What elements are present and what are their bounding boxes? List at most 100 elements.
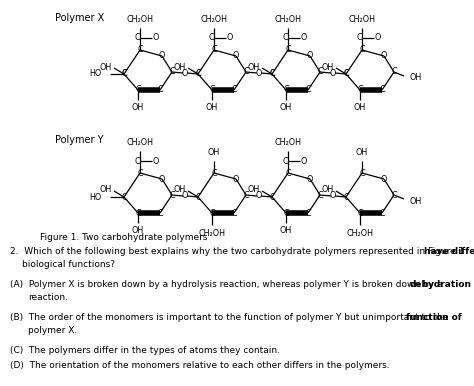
Text: C: C [357, 208, 363, 217]
Text: C: C [157, 208, 163, 217]
Text: CH₂OH: CH₂OH [346, 229, 374, 238]
Text: O: O [330, 68, 336, 78]
Text: OH: OH [280, 226, 292, 235]
Text: C: C [169, 68, 175, 76]
Text: HO: HO [90, 193, 102, 201]
Text: C: C [243, 68, 249, 76]
Text: biological functions?: biological functions? [22, 260, 115, 269]
Text: C: C [137, 169, 143, 178]
Text: C: C [317, 191, 323, 200]
Text: O: O [182, 191, 188, 200]
Text: OH: OH [410, 73, 422, 83]
Text: C: C [211, 169, 217, 178]
Text: C: C [305, 208, 311, 217]
Text: C: C [121, 69, 127, 78]
Text: OH: OH [356, 148, 368, 157]
Text: C: C [391, 191, 397, 200]
Text: C: C [195, 69, 201, 78]
Text: OH: OH [410, 196, 422, 205]
Text: CH₂OH: CH₂OH [127, 15, 154, 24]
Text: C: C [208, 34, 214, 42]
Text: O: O [233, 174, 239, 183]
Text: O: O [227, 34, 233, 42]
Text: C: C [343, 193, 349, 201]
Text: O: O [159, 51, 165, 61]
Text: C: C [135, 86, 141, 95]
Text: OH: OH [280, 103, 292, 112]
Text: O: O [153, 156, 159, 166]
Text: OH: OH [100, 186, 112, 195]
Text: HO: HO [90, 69, 102, 78]
Text: C: C [269, 193, 275, 201]
Text: C: C [305, 86, 311, 95]
Text: C: C [359, 169, 365, 178]
Text: C: C [157, 86, 163, 95]
Text: OH: OH [322, 186, 334, 195]
Text: C: C [209, 208, 215, 217]
Text: polymer X.: polymer X. [28, 326, 77, 335]
Text: C: C [343, 69, 349, 78]
Text: Polymer Y: Polymer Y [55, 135, 103, 145]
Text: C: C [379, 86, 385, 95]
Text: OH: OH [174, 186, 186, 195]
Text: C: C [135, 208, 141, 217]
Text: CH₂OH: CH₂OH [274, 138, 301, 147]
Text: Polymer X: Polymer X [55, 13, 104, 23]
Text: C: C [231, 86, 237, 95]
Text: C: C [137, 46, 143, 54]
Text: C: C [211, 46, 217, 54]
Text: (A)  Polymer X is broken down by a hydrolysis reaction, whereas polymer Y is bro: (A) Polymer X is broken down by a hydrol… [10, 280, 446, 289]
Text: C: C [282, 34, 288, 42]
Text: O: O [182, 68, 188, 78]
Text: C: C [391, 68, 397, 76]
Text: CH₂OH: CH₂OH [274, 15, 301, 24]
Text: O: O [307, 174, 313, 183]
Text: C: C [121, 69, 127, 78]
Text: OH: OH [206, 103, 218, 112]
Text: C: C [209, 86, 215, 95]
Text: OH: OH [248, 186, 260, 195]
Text: C: C [359, 46, 365, 54]
Text: OH: OH [208, 148, 220, 157]
Text: CH₂OH: CH₂OH [127, 138, 154, 147]
Text: reaction.: reaction. [28, 293, 68, 302]
Text: C: C [134, 34, 140, 42]
Text: OH: OH [248, 63, 260, 71]
Text: O: O [381, 51, 387, 61]
Text: OH: OH [100, 63, 112, 71]
Text: (D)  The orientation of the monomers relative to each other differs in the polym: (D) The orientation of the monomers rela… [10, 361, 390, 370]
Text: C: C [285, 46, 291, 54]
Text: C: C [269, 69, 275, 78]
Text: O: O [233, 51, 239, 61]
Text: C: C [283, 86, 289, 95]
Text: O: O [307, 51, 313, 61]
Text: OH: OH [322, 63, 334, 71]
Text: O: O [256, 68, 262, 78]
Text: O: O [330, 191, 336, 200]
Text: C: C [134, 156, 140, 166]
Text: C: C [269, 69, 275, 78]
Text: C: C [357, 86, 363, 95]
Text: CH₂OH: CH₂OH [348, 15, 375, 24]
Text: O: O [301, 156, 307, 166]
Text: C: C [343, 69, 349, 78]
Text: O: O [301, 34, 307, 42]
Text: O: O [375, 34, 381, 42]
Text: C: C [282, 156, 288, 166]
Text: function of: function of [406, 313, 462, 322]
Text: CH₂OH: CH₂OH [201, 15, 228, 24]
Text: C: C [195, 193, 201, 201]
Text: C: C [317, 68, 323, 76]
Text: C: C [121, 193, 127, 201]
Text: C: C [169, 191, 175, 200]
Text: C: C [285, 169, 291, 178]
Text: O: O [159, 174, 165, 183]
Text: C: C [283, 208, 289, 217]
Text: OH: OH [174, 63, 186, 71]
Text: C: C [379, 208, 385, 217]
Text: OH: OH [354, 103, 366, 112]
Text: C: C [356, 34, 362, 42]
Text: dehydration: dehydration [410, 280, 472, 289]
Text: OH: OH [132, 226, 144, 235]
Text: O: O [381, 174, 387, 183]
